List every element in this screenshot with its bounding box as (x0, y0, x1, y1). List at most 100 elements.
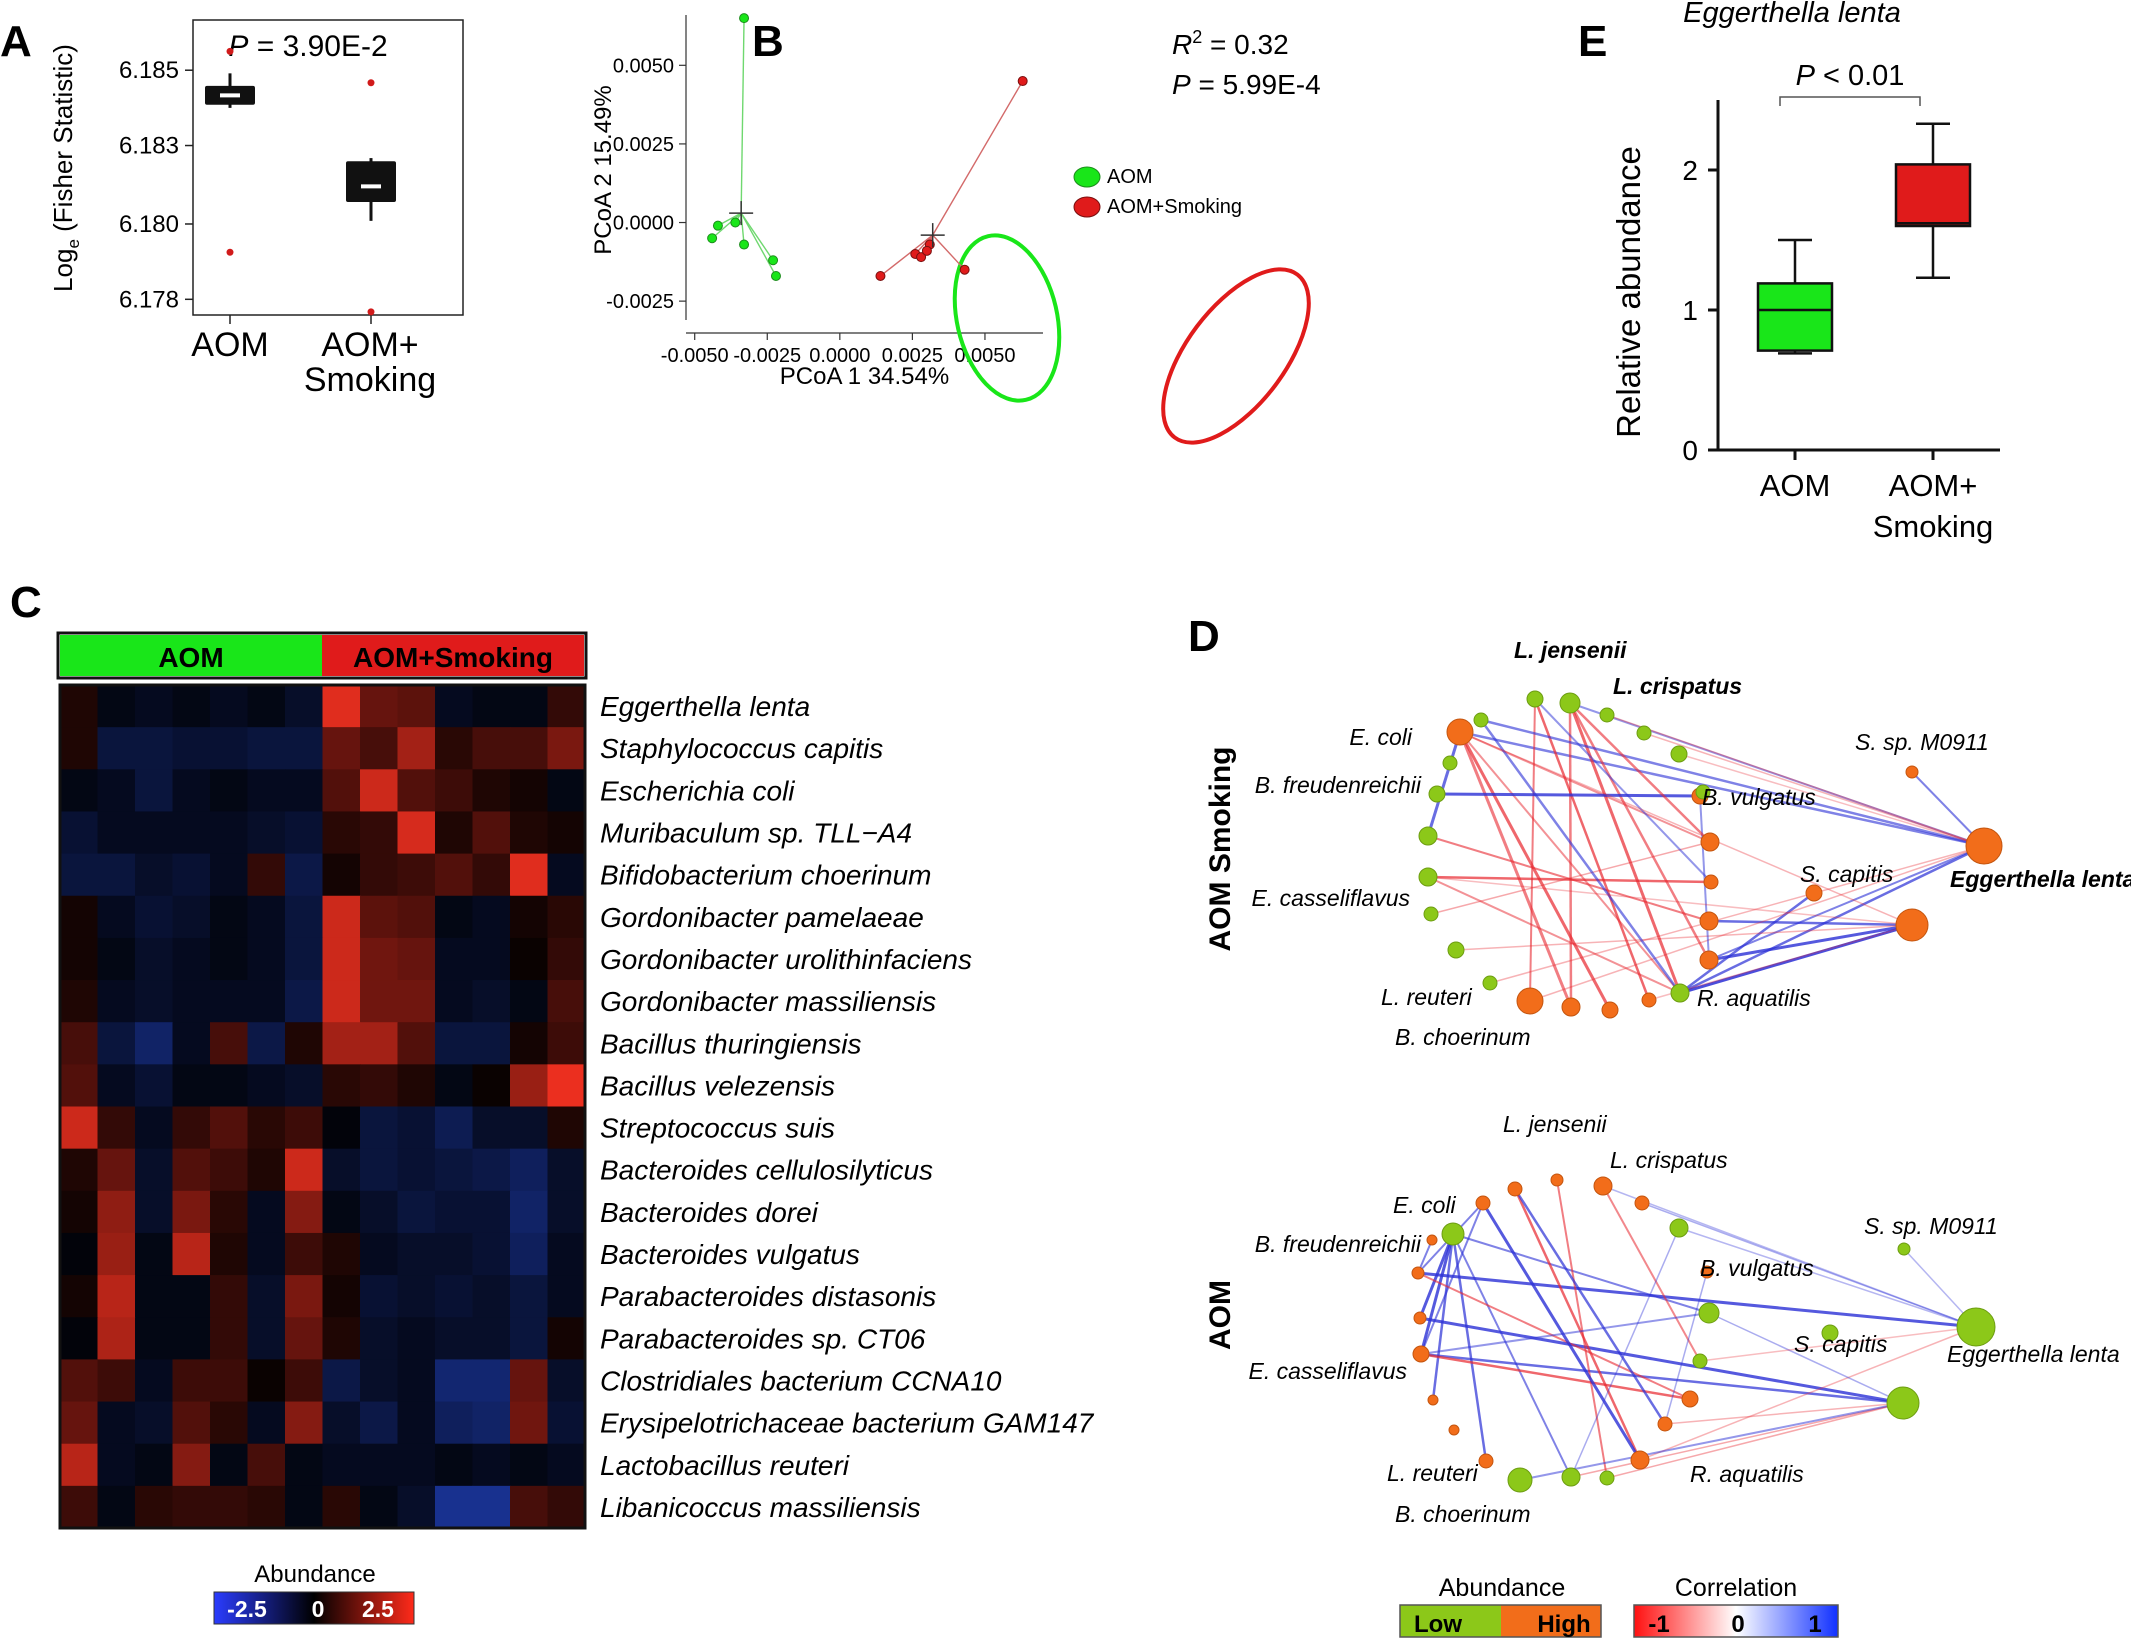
heatmap-cell (247, 980, 286, 1023)
abundance-legend-title: Abundance (1439, 1574, 1566, 1602)
heatmap-cell (547, 980, 586, 1023)
heatmap-cell (172, 1232, 211, 1276)
heatmap-cell (360, 853, 399, 897)
heatmap-cell (510, 727, 549, 770)
correlation-edge (1417, 1271, 1977, 1329)
heatmap-cell (397, 1022, 436, 1065)
correlation-edge (1569, 702, 1985, 847)
correlation-edge (1489, 845, 1985, 984)
heatmap-cell (135, 1148, 174, 1192)
scatter-point (768, 255, 779, 266)
correlation-edge (1480, 718, 1985, 848)
network-node (1805, 884, 1823, 902)
heatmap-row-label: Libanicoccus massiliensis (600, 1492, 921, 1523)
heatmap-cell (510, 1022, 549, 1065)
heatmap-row-label: Erysipelotrichaceae bacterium GAM147 (600, 1408, 1095, 1439)
heatmap-cell (435, 1190, 474, 1234)
network-node (1703, 874, 1719, 890)
node-label: L. jensenii (1503, 1111, 1607, 1137)
group-bar-frame (56, 631, 588, 680)
network-node (1550, 1173, 1564, 1187)
heatmap-cell (247, 1106, 286, 1150)
y-axis-label-a: Loge (Fisher Statistic) (48, 44, 83, 292)
network-node (1699, 950, 1719, 970)
heatmap-cell (510, 1401, 549, 1445)
heatmap-cell (60, 853, 99, 897)
heatmap-cell (60, 1359, 99, 1403)
heatmap-cell (135, 1317, 174, 1360)
correlation-edge (1436, 792, 1701, 798)
heatmap-cell (210, 1443, 249, 1487)
network-node (1700, 832, 1720, 852)
heatmap-cell (510, 1485, 549, 1529)
heatmap-cell (322, 811, 361, 855)
heatmap-cell (435, 1401, 474, 1445)
heatmap-cell (60, 1317, 99, 1360)
correlation-edge (1570, 1402, 1904, 1478)
r-squared-value: = 0.32 (1202, 29, 1288, 60)
correlation-edge (1533, 698, 1651, 1001)
heatmap-cell (60, 811, 99, 855)
heatmap-cell (435, 769, 474, 813)
network-node (1413, 1311, 1427, 1325)
heatmap-cell (397, 1106, 436, 1150)
heatmap-cell (472, 1190, 511, 1234)
heatmap-cell (97, 1401, 136, 1445)
correlation-colorbar (1633, 1604, 1839, 1638)
network-node (1448, 1424, 1460, 1436)
heatmap-cell (472, 1275, 511, 1318)
node-label: L. reuteri (1387, 1460, 1479, 1486)
heatmap-cell (247, 1275, 286, 1318)
y-tick-label-d: 0 (1682, 435, 1698, 466)
heatmap-cell (510, 1148, 549, 1192)
scatter-point (1017, 76, 1028, 87)
heatmap-cell (510, 1106, 549, 1150)
network-node (1905, 765, 1919, 779)
heatmap-cell (97, 937, 136, 981)
heatmap-cell (172, 1190, 211, 1234)
heatmap-cell (547, 1148, 586, 1192)
p-symbol: P (228, 30, 248, 63)
heatmap-cell (472, 1485, 511, 1529)
network-node (1561, 1467, 1581, 1487)
heatmap-cell (210, 853, 249, 897)
heatmap-cell (60, 1064, 99, 1108)
scatter-point (730, 217, 741, 228)
heatmap-cell (510, 1190, 549, 1234)
r-superscript: 2 (1192, 27, 1202, 47)
heatmap-cell (210, 1317, 249, 1360)
heatmap-row-label: Bacteroides cellulosilyticus (600, 1155, 933, 1186)
network-node (1418, 867, 1438, 887)
heatmap-cell (97, 1022, 136, 1065)
heatmap-row-label: Bifidobacterium choerinum (600, 860, 932, 891)
scatter-point (739, 13, 750, 24)
network-node (1897, 1242, 1911, 1256)
heatmap-cell (210, 1106, 249, 1150)
node-label: B. choerinum (1395, 1024, 1531, 1050)
heatmap-cell (172, 727, 211, 770)
heatmap-cell (97, 1232, 136, 1276)
heatmap-cell (135, 937, 174, 981)
heatmap-cell (397, 1443, 436, 1487)
heatmap-cell (322, 895, 361, 939)
panel-a-boxplot: 6.185 6.183 6.180 6.178 Loge (Fisher Statist… (48, 19, 464, 399)
heatmap-cell (247, 853, 286, 897)
heatmap-cell (360, 1064, 399, 1108)
correlation-edge (1648, 924, 1913, 1001)
x-category-label-a: AOM (191, 326, 268, 364)
heatmap-cell (60, 1485, 99, 1529)
correlation-edge (1529, 845, 1985, 1002)
heatmap-cell (172, 1359, 211, 1403)
correlation-edge (1602, 1185, 1701, 1362)
node-label: B. vulgatus (1700, 1255, 1814, 1281)
legend-swatch-aom (1073, 166, 1101, 188)
heatmap-cell (435, 1106, 474, 1150)
heatmap-cell (60, 1022, 99, 1065)
heatmap-cell (322, 1232, 361, 1276)
node-label: L. reuteri (1381, 984, 1473, 1010)
heatmap-cell (135, 895, 174, 939)
panel-letter-a: A (0, 17, 32, 66)
heatmap-cell (210, 937, 249, 981)
heatmap-cell (322, 1022, 361, 1065)
